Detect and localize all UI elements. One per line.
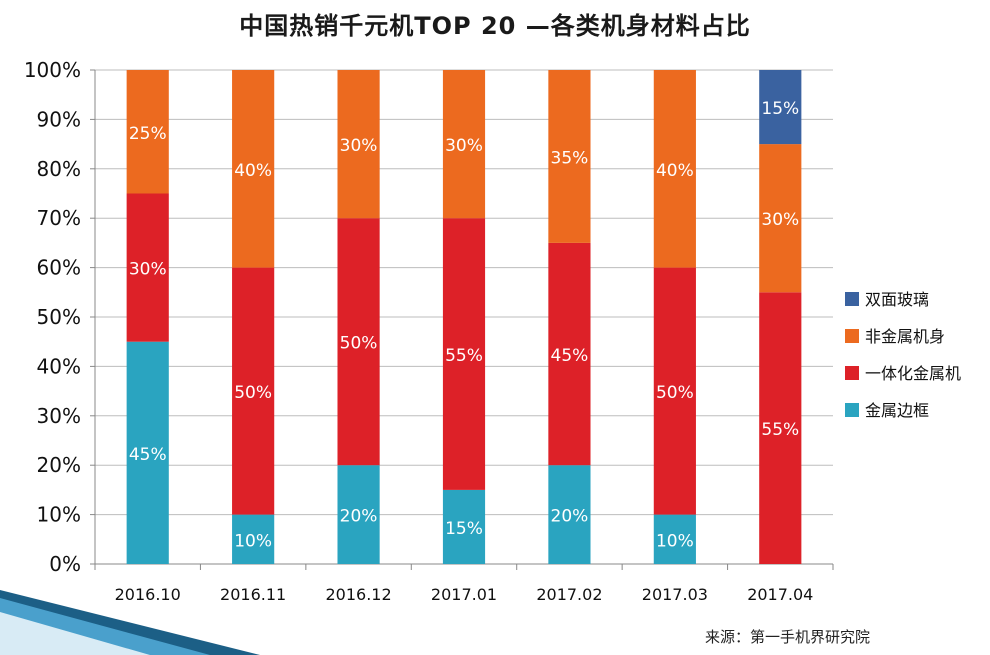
source-note: 来源：第一手机界研究院 — [704, 628, 870, 646]
y-axis: 0% 10% 20% 30% 40% 50% 60% 70% 80% 90% 100% — [24, 58, 96, 576]
bar-segment — [548, 465, 591, 564]
legend-swatch — [845, 366, 859, 380]
bar-segment — [759, 70, 802, 145]
data-label: 55% — [445, 346, 483, 366]
bar-segment — [759, 144, 802, 293]
y-tick-label: 30% — [37, 404, 81, 428]
data-label: 20% — [551, 507, 589, 527]
data-label: 20% — [340, 507, 378, 527]
bar-segment — [232, 267, 275, 515]
legend-label: 金属边框 — [865, 401, 929, 420]
bar-segment — [653, 514, 696, 564]
x-tick-label: 2016.10 — [115, 585, 181, 604]
legend-swatch — [845, 329, 859, 343]
legend-label: 双面玻璃 — [865, 290, 929, 309]
y-tick-label: 90% — [37, 107, 81, 131]
data-label: 30% — [129, 260, 167, 280]
bar-segment — [337, 70, 380, 219]
data-label: 50% — [656, 383, 694, 403]
data-label: 30% — [445, 136, 483, 156]
bar-segment — [126, 70, 169, 194]
data-label: 15% — [761, 99, 799, 119]
y-tick-label: 10% — [37, 503, 81, 527]
data-label: 15% — [445, 519, 483, 539]
y-tick-label: 70% — [37, 206, 81, 230]
bar-segment — [548, 242, 591, 466]
bar-segment — [337, 218, 380, 466]
bars: 45% 30% 25% 10% 50% 40% 20% 50% 30% 15% 55% 30% 20% 4… — [126, 70, 802, 564]
data-label: 40% — [234, 161, 272, 181]
bar-segment — [337, 465, 380, 564]
data-label: 10% — [234, 531, 272, 551]
bar-segment — [126, 341, 169, 564]
x-tick-label: 2017.04 — [747, 585, 813, 604]
x-tick-label: 2016.11 — [220, 585, 286, 604]
y-tick-label: 0% — [49, 552, 81, 576]
data-label: 50% — [340, 334, 378, 354]
data-label: 30% — [761, 210, 799, 230]
bar-segment — [232, 70, 275, 268]
x-tick-label: 2017.01 — [431, 585, 497, 604]
bar-segment — [442, 218, 486, 490]
bar-segment — [548, 70, 591, 243]
data-label: 25% — [129, 124, 167, 144]
bar-segment — [653, 267, 696, 515]
x-tick-label: 2017.03 — [642, 585, 708, 604]
bar-segment — [126, 193, 169, 342]
data-label: 40% — [656, 161, 694, 181]
data-label: 10% — [656, 531, 694, 551]
x-tick-label: 2016.12 — [325, 585, 391, 604]
corner-decoration — [0, 590, 260, 655]
bar-segment — [442, 70, 486, 219]
y-tick-label: 100% — [24, 58, 81, 82]
y-tick-label: 40% — [37, 354, 81, 378]
legend-swatch — [845, 403, 859, 417]
data-label: 55% — [761, 420, 799, 440]
bar-segment — [759, 292, 802, 564]
chart-title: 中国热销千元机TOP 20 —各类机身材料占比 — [239, 12, 751, 40]
bar-segment — [232, 514, 275, 564]
data-label: 45% — [129, 445, 167, 465]
legend-label: 一体化金属机 — [865, 364, 961, 383]
x-tick-label: 2017.02 — [536, 585, 602, 604]
bar-segment — [442, 489, 486, 564]
y-tick-label: 80% — [37, 157, 81, 181]
data-label: 35% — [551, 148, 589, 168]
bar-segment — [653, 70, 696, 268]
y-tick-label: 60% — [37, 256, 81, 280]
y-tick-label: 20% — [37, 453, 81, 477]
data-label: 50% — [234, 383, 272, 403]
data-label: 30% — [340, 136, 378, 156]
data-label: 45% — [551, 346, 589, 366]
legend-label: 非金属机身 — [865, 327, 945, 346]
legend-swatch — [845, 292, 859, 306]
y-tick-label: 50% — [37, 305, 81, 329]
